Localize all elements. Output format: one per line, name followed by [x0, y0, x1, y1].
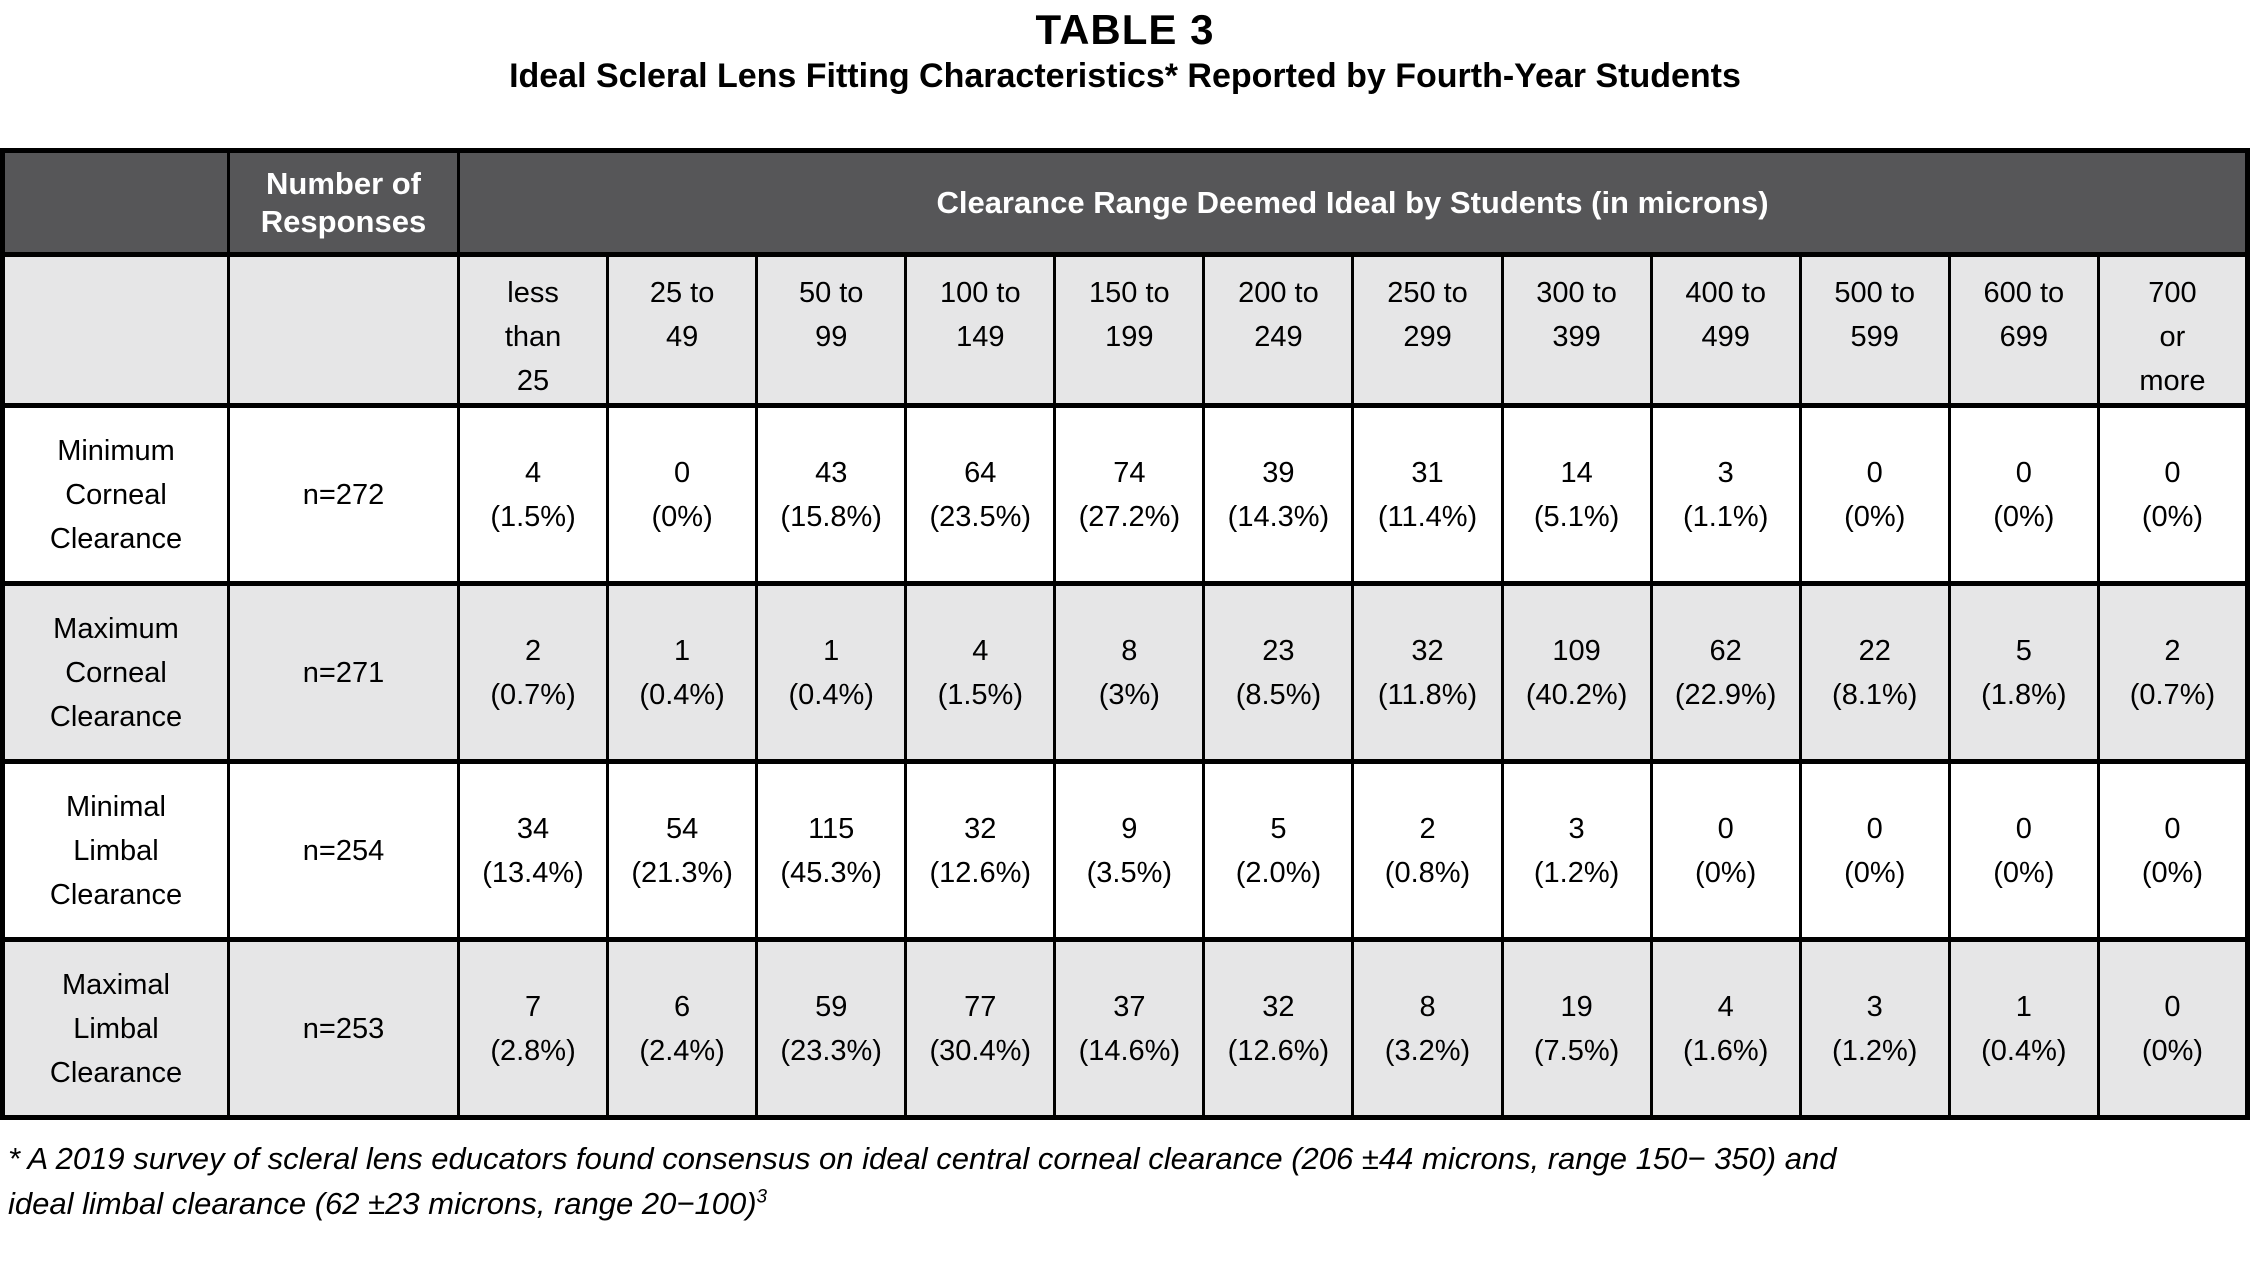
- table-cell: 9 (3.5%): [1053, 759, 1206, 942]
- table-cell: 74 (27.2%): [1053, 403, 1206, 586]
- table-cell: 0 (0%): [1798, 403, 1951, 586]
- row-n-value: n=271: [227, 581, 460, 764]
- range-header: 600 to 699: [1947, 252, 2100, 408]
- range-header: 100 to 149: [904, 252, 1057, 408]
- table-cell: 62 (22.9%): [1649, 581, 1802, 764]
- table-subtitle: Ideal Scleral Lens Fitting Characteristi…: [509, 57, 1741, 95]
- table-cell: 0 (0%): [1947, 759, 2100, 942]
- table-cell: 115 (45.3%): [755, 759, 908, 942]
- table-cell: 7 (2.8%): [456, 937, 610, 1120]
- table-cell: 109 (40.2%): [1500, 581, 1653, 764]
- row-label: Minimum Corneal Clearance: [1, 403, 230, 586]
- footnote-citation-superscript: 3: [756, 1186, 768, 1208]
- table-cell: 0 (0%): [1649, 759, 1802, 942]
- table-cell: 1 (0.4%): [755, 581, 908, 764]
- table-number-title: TABLE 3: [1035, 6, 1215, 53]
- range-header: 300 to 399: [1500, 252, 1653, 408]
- row-n-value: n=253: [227, 937, 460, 1120]
- table-cell: 8 (3%): [1053, 581, 1206, 764]
- header-number-of-responses: Number of Responses: [227, 148, 460, 257]
- table-cell: 5 (1.8%): [1947, 581, 2100, 764]
- row-label: Maximum Corneal Clearance: [1, 581, 230, 764]
- table-cell: 6 (2.4%): [606, 937, 759, 1120]
- table-cell: 8 (3.2%): [1351, 937, 1504, 1120]
- table-cell: 0 (0%): [2096, 403, 2250, 586]
- range-header: 50 to 99: [755, 252, 908, 408]
- table-cell: 3 (1.2%): [1798, 937, 1951, 1120]
- range-header-spacer: [227, 252, 460, 408]
- range-header: less than 25: [456, 252, 610, 408]
- table-row-minimum-corneal-clearance: Minimum Corneal Clearance n=272 4 (1.5%)…: [1, 403, 2250, 586]
- table-cell: 4 (1.5%): [456, 403, 610, 586]
- table-cell: 2 (0.8%): [1351, 759, 1504, 942]
- table-footnote: * A 2019 survey of scleral lens educator…: [0, 1136, 2250, 1226]
- scleral-lens-fitting-table: Number of Responses Clearance Range Deem…: [0, 148, 2250, 1120]
- table-cell: 32 (12.6%): [904, 759, 1057, 942]
- row-label: Minimal Limbal Clearance: [1, 759, 230, 942]
- range-header: 150 to 199: [1053, 252, 1206, 408]
- table-cell: 37 (14.6%): [1053, 937, 1206, 1120]
- range-header: 25 to 49: [606, 252, 759, 408]
- row-label: Maximal Limbal Clearance: [1, 937, 230, 1120]
- table-cell: 43 (15.8%): [755, 403, 908, 586]
- table-cell: 2 (0.7%): [2096, 581, 2250, 764]
- range-header-spacer: [1, 252, 230, 408]
- table-cell: 31 (11.4%): [1351, 403, 1504, 586]
- row-n-value: n=272: [227, 403, 460, 586]
- table-cell: 1 (0.4%): [1947, 937, 2100, 1120]
- range-header: 500 to 599: [1798, 252, 1951, 408]
- table-cell: 22 (8.1%): [1798, 581, 1951, 764]
- table-cell: 39 (14.3%): [1202, 403, 1355, 586]
- row-n-value: n=254: [227, 759, 460, 942]
- table-cell: 59 (23.3%): [755, 937, 908, 1120]
- table-cell: 4 (1.6%): [1649, 937, 1802, 1120]
- table-cell: 23 (8.5%): [1202, 581, 1355, 764]
- table-cell: 64 (23.5%): [904, 403, 1057, 586]
- table-row-minimal-limbal-clearance: Minimal Limbal Clearance n=254 34 (13.4%…: [1, 759, 2250, 942]
- table-cell: 77 (30.4%): [904, 937, 1057, 1120]
- table-cell: 2 (0.7%): [456, 581, 610, 764]
- table-cell: 0 (0%): [2096, 759, 2250, 942]
- header-corner-cell: [1, 148, 230, 257]
- table-row-maximal-limbal-clearance: Maximal Limbal Clearance n=253 7 (2.8%) …: [1, 937, 2250, 1120]
- table-header-row-ranges: less than 25 25 to 49 50 to 99 100 to 14…: [1, 252, 2250, 408]
- table-cell: 0 (0%): [2096, 937, 2250, 1120]
- table-cell: 32 (11.8%): [1351, 581, 1504, 764]
- table-cell: 32 (12.6%): [1202, 937, 1355, 1120]
- table-cell: 0 (0%): [606, 403, 759, 586]
- table-cell: 0 (0%): [1798, 759, 1951, 942]
- table-cell: 3 (1.1%): [1649, 403, 1802, 586]
- range-header: 700 or more: [2096, 252, 2250, 408]
- table-header-row-top: Number of Responses Clearance Range Deem…: [1, 148, 2249, 257]
- range-header: 400 to 499: [1649, 252, 1802, 408]
- table-cell: 19 (7.5%): [1500, 937, 1653, 1120]
- table-cell: 0 (0%): [1947, 403, 2100, 586]
- range-header: 250 to 299: [1351, 252, 1504, 408]
- table-cell: 34 (13.4%): [456, 759, 610, 942]
- range-header: 200 to 249: [1202, 252, 1355, 408]
- table-row-maximum-corneal-clearance: Maximum Corneal Clearance n=271 2 (0.7%)…: [1, 581, 2250, 764]
- footnote-text: * A 2019 survey of scleral lens educator…: [8, 1141, 1837, 1221]
- table-cell: 1 (0.4%): [606, 581, 759, 764]
- table-cell: 14 (5.1%): [1500, 403, 1653, 586]
- table-cell: 4 (1.5%): [904, 581, 1057, 764]
- header-clearance-range: Clearance Range Deemed Ideal by Students…: [457, 148, 2249, 257]
- table-cell: 5 (2.0%): [1202, 759, 1355, 942]
- table-cell: 3 (1.2%): [1500, 759, 1653, 942]
- table-cell: 54 (21.3%): [606, 759, 759, 942]
